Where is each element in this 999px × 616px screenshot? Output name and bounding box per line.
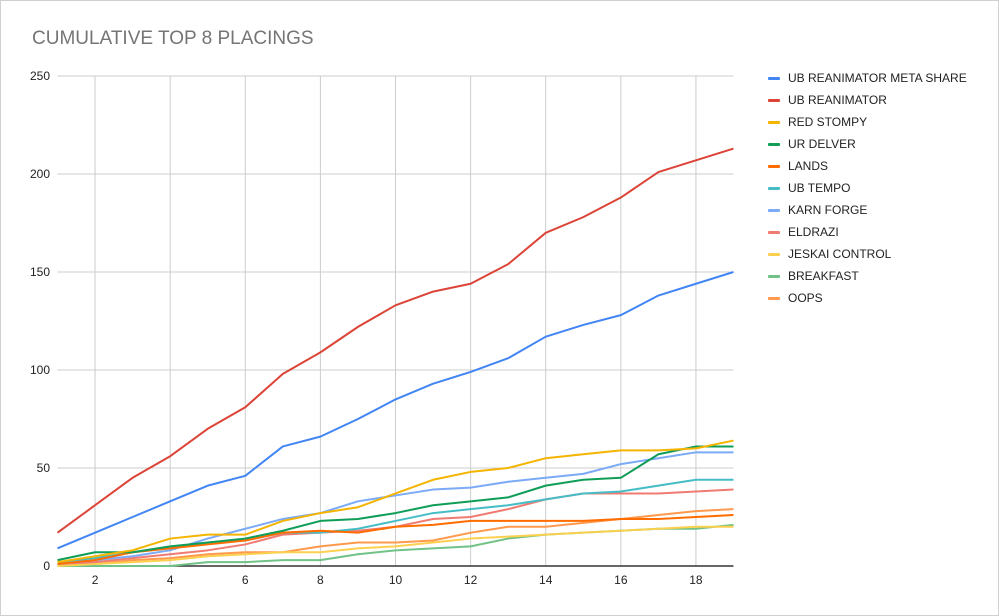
legend-item: ELDRAZI bbox=[768, 221, 967, 243]
legend-swatch bbox=[768, 208, 780, 212]
y-tick-label: 200 bbox=[30, 167, 50, 181]
legend-swatch bbox=[768, 252, 780, 256]
legend-item: RED STOMPY bbox=[768, 111, 967, 133]
legend-item: KARN FORGE bbox=[768, 199, 967, 221]
series-line-lands bbox=[57, 514, 734, 566]
x-tick-label: 6 bbox=[242, 573, 249, 587]
legend-swatch bbox=[768, 164, 780, 168]
legend-item: LANDS bbox=[768, 155, 967, 177]
legend-swatch bbox=[768, 186, 780, 190]
x-tick-label: 8 bbox=[317, 573, 324, 587]
x-tick-label: 10 bbox=[389, 573, 403, 587]
legend-swatch bbox=[768, 142, 780, 146]
series-line-ub-reanimator bbox=[56, 147, 734, 534]
series-line-ur-delver bbox=[57, 445, 734, 562]
series-line-jeskai-control bbox=[57, 525, 734, 567]
y-tick-label: 100 bbox=[30, 363, 50, 377]
series-line-ub-reanimator-meta-share bbox=[57, 271, 734, 550]
legend-label: UR DELVER bbox=[788, 137, 856, 151]
legend-label: UB REANIMATOR bbox=[788, 93, 887, 107]
legend-swatch bbox=[768, 98, 780, 102]
x-tick-label: 12 bbox=[464, 573, 478, 587]
y-tick-label: 150 bbox=[30, 265, 50, 279]
legend-item: JESKAI CONTROL bbox=[768, 243, 967, 265]
legend: UB REANIMATOR META SHARE UB REANIMATOR RED… bbox=[768, 67, 967, 309]
legend-label: ELDRAZI bbox=[788, 225, 839, 239]
y-tick-label: 0 bbox=[43, 559, 50, 573]
legend-item: BREAKFAST bbox=[768, 265, 967, 287]
legend-label: KARN FORGE bbox=[788, 203, 868, 217]
legend-item: UB REANIMATOR bbox=[768, 89, 967, 111]
legend-item: UR DELVER bbox=[768, 133, 967, 155]
legend-label: BREAKFAST bbox=[788, 269, 859, 283]
legend-swatch bbox=[768, 296, 780, 300]
legend-swatch bbox=[768, 274, 780, 278]
legend-swatch bbox=[768, 120, 780, 124]
legend-label: UB REANIMATOR META SHARE bbox=[788, 71, 967, 85]
x-tick-label: 14 bbox=[539, 573, 553, 587]
chart-title: CUMULATIVE TOP 8 PLACINGS bbox=[32, 28, 314, 49]
x-tick-label: 16 bbox=[614, 573, 628, 587]
legend-label: RED STOMPY bbox=[788, 115, 868, 129]
legend-label: JESKAI CONTROL bbox=[788, 247, 892, 261]
series-line-karn-forge bbox=[57, 451, 734, 566]
legend-item: OOPS bbox=[768, 287, 967, 309]
x-tick-label: 4 bbox=[167, 573, 174, 587]
legend-label: OOPS bbox=[788, 291, 823, 305]
legend-item: UB TEMPO bbox=[768, 177, 967, 199]
series-line-red-stompy bbox=[57, 439, 734, 564]
legend-item: UB REANIMATOR META SHARE bbox=[768, 67, 967, 89]
x-tick-label: 18 bbox=[689, 573, 703, 587]
legend-swatch bbox=[768, 76, 780, 80]
legend-label: UB TEMPO bbox=[788, 181, 851, 195]
y-tick-label: 250 bbox=[30, 69, 50, 83]
legend-swatch bbox=[768, 230, 780, 234]
legend-label: LANDS bbox=[788, 159, 829, 173]
x-tick-label: 2 bbox=[92, 573, 99, 587]
y-tick-label: 50 bbox=[37, 461, 51, 475]
